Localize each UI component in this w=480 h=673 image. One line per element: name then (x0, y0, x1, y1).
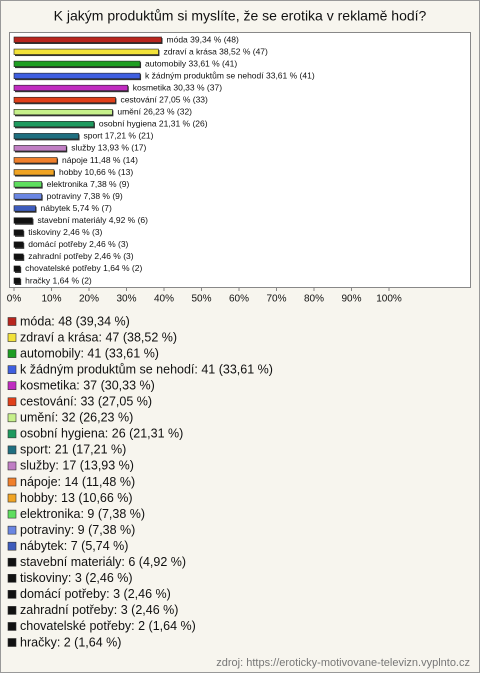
bar (13, 96, 116, 104)
bar (13, 109, 113, 116)
value-label: cestování 27,05 % (33) (120, 95, 208, 105)
legend-label: stavební materiály: 6 (4,92 %) (20, 555, 186, 569)
value-label: hračky 1,64 % (2) (25, 275, 92, 285)
bar (13, 265, 21, 272)
legend-swatch (7, 477, 17, 487)
legend-swatch (7, 445, 17, 455)
legend-label: služby: 17 (13,93 %) (20, 459, 134, 473)
bar (13, 181, 42, 188)
value-label: chovatelské potřeby 1,64 % (2) (25, 263, 142, 273)
value-label: sport 17,21 % (21) (84, 131, 154, 141)
x-tick-label: 20% (79, 294, 99, 305)
bar (13, 277, 21, 284)
bar (13, 72, 141, 79)
value-label: kosmetika 30,33 % (37) (133, 82, 222, 92)
source: zdroj: https://eroticky-motivovane-telev… (216, 657, 470, 669)
legend-label: zahradní potřeby: 3 (2,46 %) (20, 603, 178, 617)
legend-label: umění: 32 (26,23 %) (20, 411, 133, 425)
value-label: tiskoviny 2,46 % (3) (28, 227, 102, 237)
value-label: stavební materiály 4,92 % (6) (37, 215, 148, 225)
legend-label: kosmetika: 37 (30,33 %) (20, 378, 155, 392)
legend-swatch (7, 606, 17, 615)
x-tick-label: 80% (304, 294, 324, 305)
legend-label: cestování: 33 (27,05 %) (20, 395, 152, 409)
legend-swatch (7, 590, 17, 599)
legend-label: chovatelské potřeby: 2 (1,64 %) (20, 619, 196, 633)
bar (13, 145, 67, 152)
legend-swatch (7, 349, 17, 358)
x-tick-label: 0% (7, 294, 22, 305)
bar (13, 169, 55, 176)
x-tick-label: 100% (376, 294, 402, 305)
value-label: hobby 10,66 % (13) (59, 167, 133, 177)
value-label: nábytek 5,74 % (7) (41, 203, 113, 213)
legend-label: osobní hygiena: 26 (21,31 %) (20, 427, 183, 441)
value-label: móda 39,34 % (48) (167, 34, 239, 44)
bar (13, 121, 95, 128)
bar (13, 60, 141, 67)
x-tick-label: 90% (341, 294, 361, 305)
legend-label: hobby: 13 (10,66 %) (20, 491, 133, 505)
legend-label: potraviny: 9 (7,38 %) (20, 523, 135, 537)
x-tick-label: 10% (41, 294, 61, 305)
value-label: osobní hygiena 21,31 % (26) (99, 119, 208, 129)
legend-swatch (7, 638, 17, 647)
legend-swatch (7, 333, 17, 342)
legend-swatch (7, 429, 17, 439)
value-label: nápoje 11,48 % (14) (62, 155, 138, 165)
bar (13, 241, 24, 248)
x-tick-label: 70% (266, 294, 286, 305)
legend-swatch (7, 461, 17, 471)
legend-swatch (7, 509, 17, 519)
bar (13, 217, 33, 224)
legend-label: nábytek: 7 (5,74 %) (20, 539, 128, 553)
x-tick-label: 50% (191, 294, 211, 305)
x-tick-label: 30% (116, 294, 136, 305)
bar (13, 157, 58, 164)
legend-label: nápoje: 14 (11,48 %) (20, 475, 135, 489)
value-label: automobily 33,61 % (41) (145, 58, 237, 68)
chart-title: K jakým produktům si myslíte, že se erot… (54, 8, 427, 24)
value-label: k žádným produktům se nehodí 33,61 % (41… (145, 70, 315, 80)
bar (13, 205, 36, 212)
legend-label: tiskoviny: 3 (2,46 %) (20, 571, 133, 585)
legend-swatch (7, 317, 17, 326)
legend-swatch (7, 622, 17, 631)
legend-label: zdraví a krása: 47 (38,52 %) (20, 330, 177, 344)
legend-swatch (7, 541, 17, 551)
bar (13, 193, 42, 200)
value-label: potraviny 7,38 % (9) (47, 191, 123, 201)
bar (13, 84, 129, 91)
bar (13, 133, 79, 140)
value-label: služby 13,93 % (17) (71, 143, 146, 153)
legend-label: móda: 48 (39,34 %) (20, 314, 130, 328)
legend-swatch (7, 573, 17, 583)
legend-label: k žádným produktům se nehodí: 41 (33,61 … (20, 362, 273, 376)
x-tick-label: 60% (229, 294, 249, 305)
bar (13, 229, 24, 236)
value-label: domácí potřeby 2,46 % (3) (28, 239, 128, 249)
x-tick-label: 40% (154, 294, 174, 305)
legend-swatch (7, 365, 17, 374)
value-label: umění 26,23 % (32) (117, 107, 192, 117)
legend-swatch (7, 557, 17, 567)
legend-swatch (7, 397, 17, 407)
legend-swatch (7, 525, 17, 535)
legend-swatch (7, 381, 17, 391)
legend-label: sport: 21 (17,21 %) (20, 443, 126, 457)
legend-swatch (7, 493, 17, 503)
value-label: zdraví a krása 38,52 % (47) (163, 46, 268, 56)
value-label: zahradní potřeby 2,46 % (3) (28, 251, 134, 261)
legend-label: elektronika: 9 (7,38 %) (20, 507, 145, 521)
legend-label: automobily: 41 (33,61 %) (20, 346, 159, 360)
legend-label: hračky: 2 (1,64 %) (20, 635, 121, 649)
bar (13, 253, 24, 260)
value-label: elektronika 7,38 % (9) (47, 179, 130, 189)
legend-label: domácí potřeby: 3 (2,46 %) (20, 587, 171, 601)
legend-swatch (7, 413, 17, 423)
bar (13, 36, 162, 43)
bar (13, 48, 159, 55)
